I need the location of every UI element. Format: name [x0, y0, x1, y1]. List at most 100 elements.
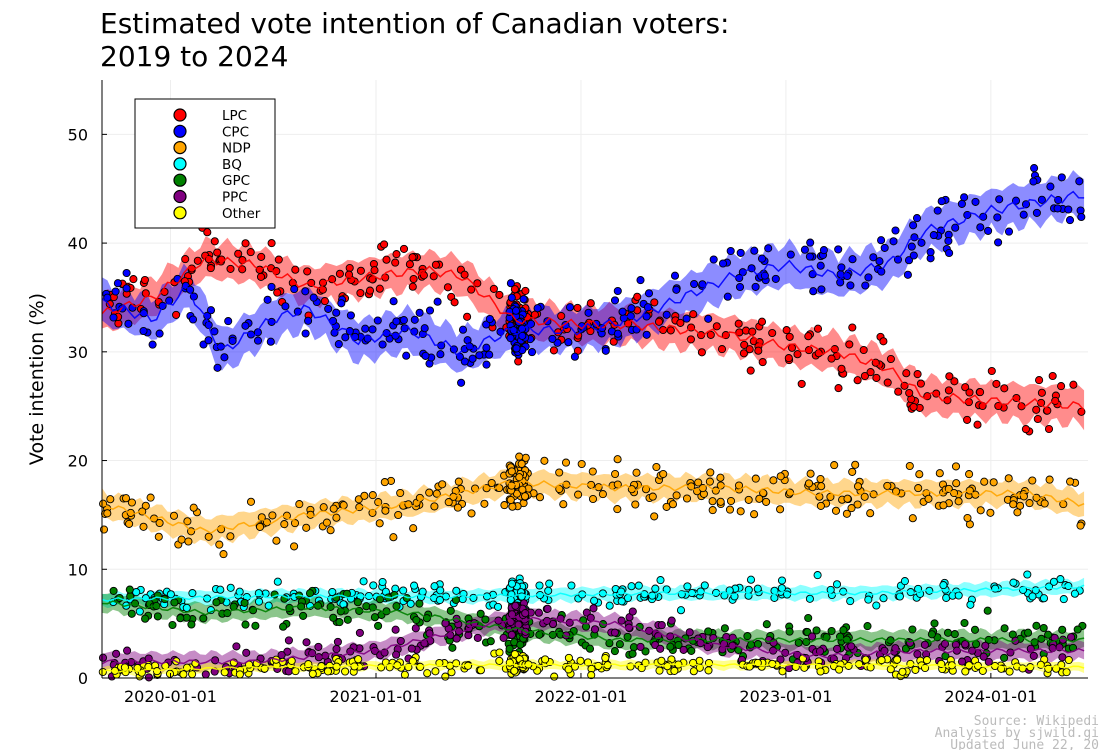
poll-point-lpc	[793, 350, 802, 359]
poll-point-ndp	[215, 540, 224, 549]
poll-point-bq	[452, 586, 461, 595]
poll-point-gpc	[585, 644, 595, 653]
poll-point-other	[220, 668, 229, 677]
poll-point-other	[704, 666, 713, 675]
poll-point-cpc	[933, 206, 942, 215]
poll-point-cpc	[281, 302, 290, 311]
poll-point-ndp	[1004, 474, 1013, 483]
trend-line-other	[101, 663, 1085, 673]
poll-point-cpc	[960, 193, 969, 202]
poll-point-other	[587, 671, 596, 680]
poll-point-lpc	[804, 332, 813, 341]
poll-point-gpc	[353, 598, 362, 607]
poll-point-other	[188, 670, 197, 679]
poll-point-cpc	[891, 226, 900, 235]
poll-point-lpc	[633, 292, 642, 301]
poll-point-gpc	[476, 609, 485, 618]
poll-point-bq	[430, 582, 439, 591]
poll-point-gpc	[827, 626, 836, 636]
poll-point-cpc	[1004, 227, 1014, 236]
poll-point-lpc	[879, 337, 888, 346]
poll-point-lpc	[973, 420, 982, 429]
poll-point-ndp	[935, 469, 944, 478]
poll-point-cpc	[519, 295, 528, 304]
poll-point-ndp	[515, 473, 524, 482]
poll-point-cpc	[241, 321, 250, 330]
poll-point-ndp	[425, 488, 434, 497]
poll-point-lpc	[746, 366, 755, 375]
poll-point-ndp	[659, 469, 668, 479]
poll-point-ndp	[106, 495, 115, 504]
poll-point-ndp	[716, 473, 725, 482]
poll-point-ppc	[392, 650, 401, 659]
poll-point-ndp	[574, 490, 583, 499]
poll-point-ndp	[515, 452, 524, 461]
poll-point-cpc	[771, 274, 780, 283]
poll-point-bq	[1070, 589, 1079, 598]
poll-point-gpc	[412, 615, 421, 625]
poll-point-ndp	[520, 492, 530, 501]
poll-point-ppc	[1029, 651, 1038, 660]
poll-point-ndp	[847, 504, 856, 513]
poll-point-gpc	[168, 620, 177, 630]
poll-point-ppc	[232, 642, 241, 651]
poll-point-cpc	[690, 279, 699, 289]
poll-point-lpc	[961, 383, 970, 392]
poll-point-gpc	[908, 625, 917, 634]
poll-point-lpc	[557, 311, 566, 321]
poll-point-other	[179, 670, 188, 679]
y-axis-label: Vote intention (%)	[26, 293, 48, 465]
poll-point-ndp	[762, 497, 771, 506]
poll-point-gpc	[886, 636, 895, 645]
poll-point-ndp	[396, 488, 405, 498]
poll-point-cpc	[341, 333, 350, 342]
poll-point-cpc	[1011, 196, 1021, 205]
poll-point-cpc	[1057, 173, 1066, 182]
poll-point-ndp	[444, 498, 453, 507]
poll-point-lpc	[429, 272, 438, 281]
poll-point-cpc	[1029, 177, 1038, 186]
legend-label-ndp: NDP	[222, 141, 251, 157]
poll-point-cpc	[861, 281, 870, 290]
poll-point-bq	[378, 577, 387, 587]
poll-point-gpc	[199, 614, 208, 623]
poll-point-ndp	[226, 532, 235, 541]
poll-point-ndp	[329, 504, 338, 513]
poll-point-cpc	[875, 257, 884, 266]
poll-point-lpc	[1057, 382, 1066, 391]
poll-point-ndp	[915, 470, 924, 479]
poll-point-bq	[328, 587, 337, 597]
poll-point-ndp	[430, 502, 439, 511]
poll-point-ndp	[290, 542, 299, 551]
y-tick-label: 20	[68, 452, 88, 471]
poll-point-ndp	[613, 455, 622, 464]
poll-point-other	[655, 666, 664, 675]
poll-point-other	[441, 672, 450, 681]
poll-point-ndp	[652, 462, 661, 472]
poll-point-lpc	[1000, 384, 1009, 393]
poll-point-lpc	[460, 270, 469, 279]
legend-marker-ndp	[173, 141, 187, 155]
poll-point-ndp	[204, 532, 213, 541]
poll-point-gpc	[970, 625, 980, 634]
poll-point-ndp	[954, 497, 963, 506]
legend-label-ppc: PPC	[222, 190, 248, 206]
poll-point-bq	[506, 595, 515, 605]
poll-point-cpc	[971, 197, 980, 206]
legend-label-lpc: LPC	[222, 108, 247, 124]
band-ppc	[102, 606, 1085, 674]
poll-point-cpc	[1064, 205, 1073, 214]
chart-title-line2: 2019 to 2024	[100, 40, 288, 73]
poll-point-bq	[648, 591, 657, 600]
poll-point-lpc	[391, 258, 400, 267]
poll-point-cpc	[610, 296, 620, 305]
poll-point-cpc	[332, 308, 341, 317]
poll-point-ppc	[656, 644, 665, 653]
poll-point-gpc	[240, 598, 249, 607]
poll-point-lpc	[950, 377, 959, 386]
poll-point-lpc	[1032, 405, 1041, 414]
poll-point-other	[308, 669, 317, 678]
poll-point-cpc	[511, 306, 521, 315]
poll-point-ndp	[853, 500, 862, 509]
poll-point-cpc	[113, 279, 122, 288]
